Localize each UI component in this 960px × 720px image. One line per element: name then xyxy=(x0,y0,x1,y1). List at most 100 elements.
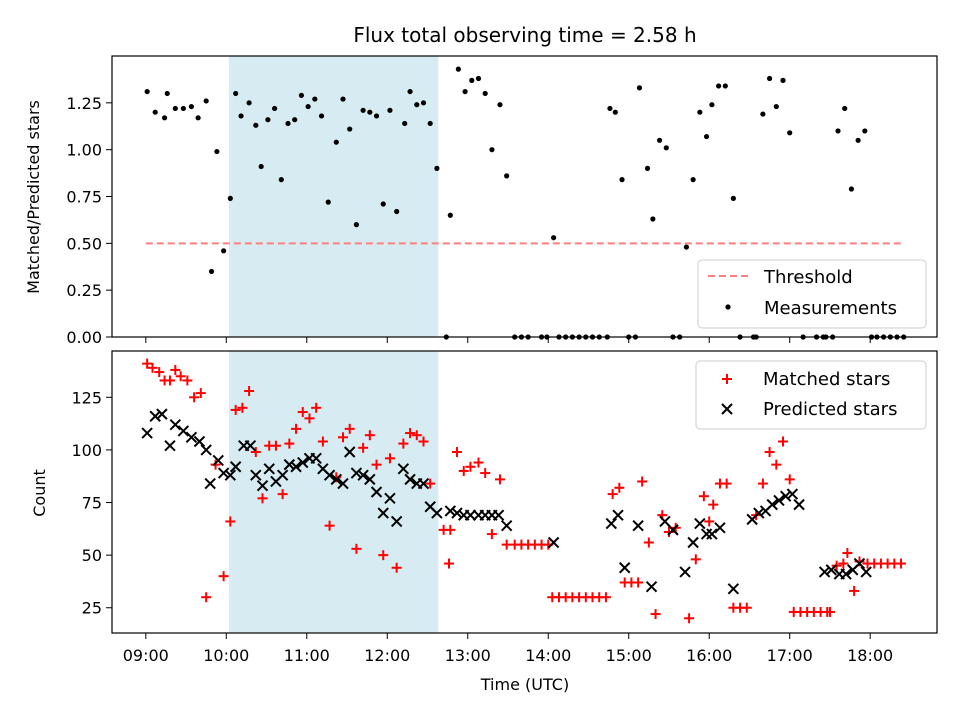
matched-point xyxy=(757,478,768,489)
measurement-point xyxy=(644,165,651,171)
measurement-point xyxy=(780,77,786,83)
measurement-point xyxy=(253,122,259,128)
measurement-point xyxy=(835,128,841,134)
matched-point xyxy=(398,438,409,449)
predicted-point xyxy=(149,410,161,422)
matched-point xyxy=(607,489,618,500)
measurement-point xyxy=(703,133,710,140)
matched-point xyxy=(291,423,302,434)
predicted-point xyxy=(256,479,269,492)
matched-point xyxy=(384,453,395,464)
matched-point xyxy=(195,388,206,399)
matched-point xyxy=(311,402,322,413)
y-tick-label: 1.00 xyxy=(66,141,102,160)
measurement-point xyxy=(848,186,855,192)
measurement-point xyxy=(161,115,168,121)
legend-predicted-label: Predicted stars xyxy=(763,399,897,420)
predicted-point xyxy=(370,486,383,498)
y-tick-label: 1.25 xyxy=(66,94,102,113)
measurement-point xyxy=(233,90,239,97)
predicted-point xyxy=(297,456,309,469)
y-tick-label: 0.50 xyxy=(66,234,102,253)
y-tick-label: 25 xyxy=(82,599,102,618)
matched-point xyxy=(445,524,456,535)
predicted-point xyxy=(330,473,342,486)
matched-point xyxy=(378,550,389,561)
legend-matched-label: Matched stars xyxy=(763,369,890,390)
measurement-point xyxy=(612,109,618,115)
matched-point xyxy=(452,447,463,458)
legend-measurement-swatch xyxy=(725,304,731,310)
measurement-point xyxy=(353,222,360,228)
matched-point xyxy=(418,436,429,447)
measurement-point xyxy=(298,92,305,98)
count-y-axis-label: Count xyxy=(30,469,49,517)
measurement-point xyxy=(402,120,408,127)
x-tick-label: 09:00 xyxy=(123,646,169,665)
matched-point xyxy=(250,447,261,458)
measurement-point xyxy=(766,75,773,82)
predicted-point xyxy=(290,461,302,473)
matched-point xyxy=(494,474,505,485)
predicted-point xyxy=(714,522,726,534)
matched-point xyxy=(358,442,369,453)
x-tick-label: 16:00 xyxy=(686,646,732,665)
predicted-point xyxy=(224,469,237,481)
matched-point xyxy=(473,457,484,468)
matched-point xyxy=(257,493,268,504)
measurement-point xyxy=(730,195,736,201)
matched-point xyxy=(614,482,625,493)
measurement-point xyxy=(246,100,252,106)
predicted-point xyxy=(687,536,699,549)
predicted-point xyxy=(612,509,624,521)
predicted-point xyxy=(700,528,713,540)
matched-point xyxy=(600,592,611,603)
measurement-point xyxy=(663,145,669,151)
measurement-point xyxy=(325,199,331,205)
matched-point xyxy=(170,364,181,375)
highlight-span xyxy=(228,56,439,337)
predicted-point xyxy=(840,568,852,580)
matched-point xyxy=(304,413,315,424)
measurement-point xyxy=(636,85,643,91)
legend-cross-marker xyxy=(721,403,733,415)
measurement-point xyxy=(447,212,453,218)
predicted-point xyxy=(310,452,322,465)
y-tick-label: 0.25 xyxy=(66,281,102,300)
predicted-point xyxy=(229,461,242,473)
predicted-point xyxy=(344,446,356,458)
x-tick-label: 11:00 xyxy=(284,646,330,665)
predicted-point xyxy=(417,477,430,490)
y-tick-label: 50 xyxy=(82,546,102,565)
predicted-point xyxy=(500,519,513,532)
matched-point xyxy=(764,447,775,458)
legend-box xyxy=(695,360,927,430)
predicted-point xyxy=(619,562,631,574)
measurement-point xyxy=(394,208,400,215)
measurement-point xyxy=(347,126,353,132)
matched-point xyxy=(486,529,497,540)
matched-points xyxy=(142,358,907,624)
measurement-point xyxy=(619,177,625,183)
matched-point xyxy=(189,392,200,403)
measurement-point xyxy=(427,120,433,127)
matched-point xyxy=(721,478,732,489)
predicted-point xyxy=(390,515,403,528)
matched-point xyxy=(704,516,715,527)
measurement-point xyxy=(656,137,663,143)
measurement-point xyxy=(607,105,613,112)
measurement-point xyxy=(862,128,868,134)
predicted-point xyxy=(217,467,230,479)
predicted-point xyxy=(283,458,296,471)
matched-point xyxy=(270,440,281,451)
predicted-point xyxy=(141,427,153,439)
measurement-point xyxy=(265,117,271,123)
measurement-point xyxy=(709,102,715,108)
measurement-point xyxy=(504,173,510,179)
predicted-point xyxy=(200,444,212,456)
measurement-point xyxy=(387,107,393,113)
count-axes-frame xyxy=(111,350,938,634)
matched-point xyxy=(218,571,229,582)
measurement-point xyxy=(203,98,209,104)
